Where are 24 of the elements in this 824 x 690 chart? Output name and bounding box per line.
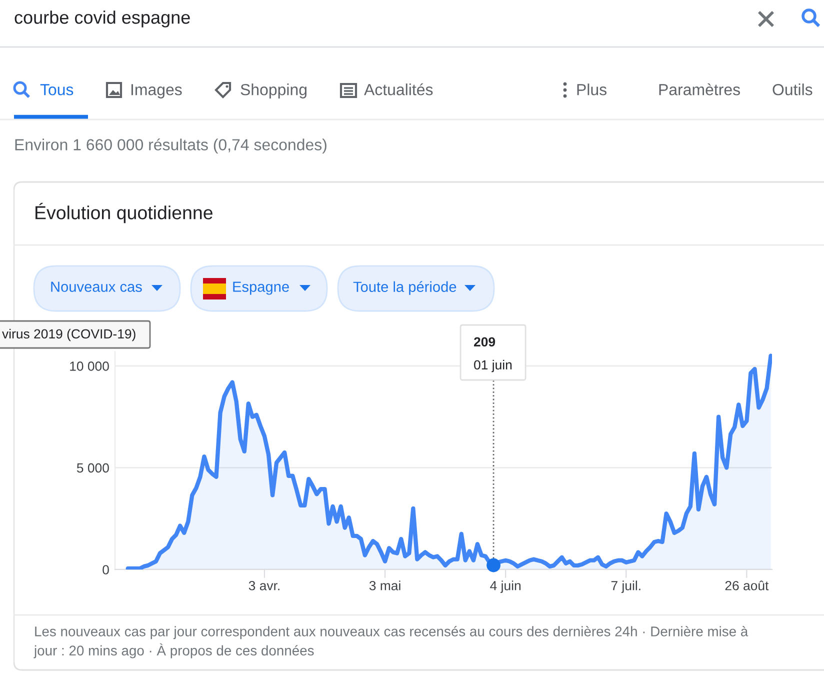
text: Les nouveaux cas par jour correspondent aux nouveaux cas recensés au cours des dernières 24h · Dernière mise à jour : 20 mins ago · À propos de ces données	[34, 626, 748, 658]
text: virus 2019 (COVID-19)	[2, 328, 136, 342]
x-tick-label: 3 avr.	[248, 580, 280, 590]
text: Espagne	[233, 282, 289, 295]
text: Actualités	[364, 83, 433, 96]
annotation: 209 01 juin	[474, 337, 512, 372]
text: Nouveaux cas	[51, 282, 142, 292]
text: Toute la période	[353, 281, 456, 295]
x-tick-label: 3 mai	[369, 580, 400, 590]
y-tick-label: 10 000	[70, 362, 109, 371]
text: Paramètres	[659, 83, 740, 96]
y-tick-label: 5 000	[76, 463, 109, 473]
x-tick-label: 26 août	[725, 580, 769, 590]
text: Tous	[40, 84, 74, 96]
text: Plus	[577, 84, 606, 96]
text: Outils	[772, 84, 812, 96]
text: Shopping	[240, 84, 306, 98]
y-tick-label: 0	[102, 565, 109, 574]
text: courbe covid espagne	[14, 10, 190, 28]
chart-title: Évolution quotidienne	[36, 202, 212, 224]
x-tick-label: 4 juin	[490, 580, 520, 593]
text: Environ 1 660 000 résultats (0,74 secondes)	[15, 138, 326, 154]
x-tick-label: 7 juil.	[611, 580, 640, 593]
text: Images	[131, 84, 182, 98]
